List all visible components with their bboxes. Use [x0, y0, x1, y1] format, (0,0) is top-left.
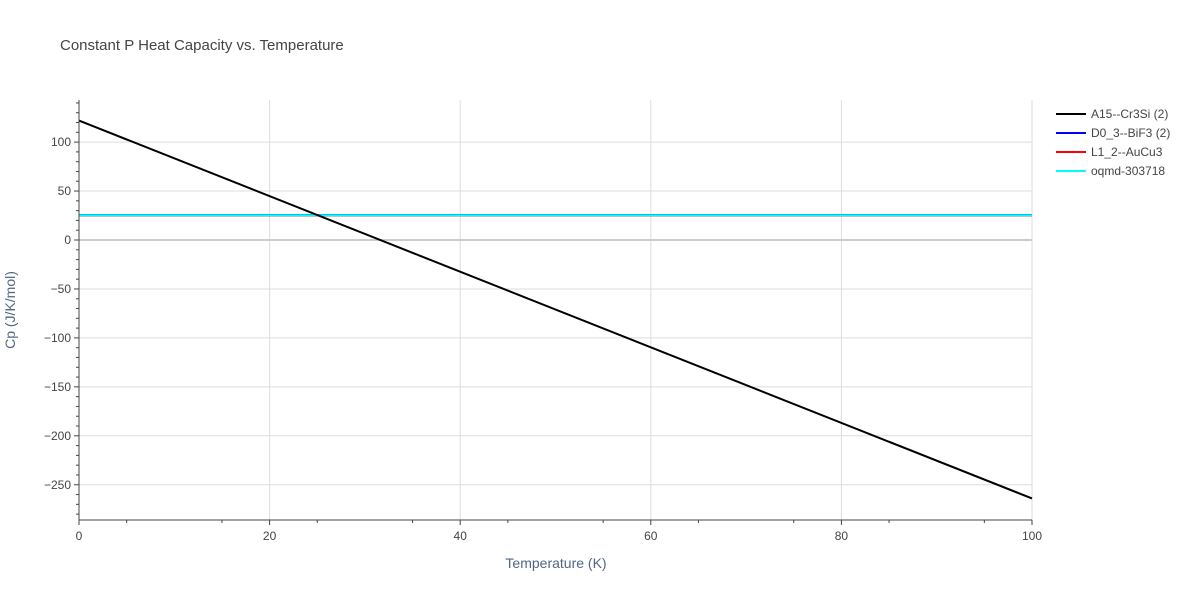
x-tick-label: 40: [454, 529, 468, 543]
legend: A15--Cr3Si (2) D0_3--BiF3 (2) L1_2--AuCu3o…: [1056, 107, 1170, 178]
series-layer: [78, 119, 1033, 500]
y-tick-label: −100: [44, 331, 71, 345]
legend-item[interactable]: oqmd-303718: [1056, 164, 1165, 178]
legend-item[interactable]: A15--Cr3Si (2): [1056, 107, 1168, 121]
legend-label: L1_2--AuCu3: [1091, 145, 1163, 159]
x-tick-label: 100: [1022, 529, 1042, 543]
x-tick-label: 60: [644, 529, 658, 543]
y-tick-label: 0: [64, 233, 71, 247]
y-tick-label: 50: [58, 184, 72, 198]
y-tick-label: −50: [51, 282, 72, 296]
series-line-0: [78, 119, 1033, 500]
y-tick-label: −150: [44, 380, 71, 394]
x-tick-label: 20: [263, 529, 277, 543]
legend-item[interactable]: L1_2--AuCu3: [1056, 145, 1163, 159]
axes: 0 20 40 60 80 100 100 50 0 −50 −100 −150 −200 −250: [44, 100, 1042, 543]
y-tick-label: 100: [51, 135, 71, 149]
legend-label: oqmd-303718: [1091, 164, 1165, 178]
legend-label: A15--Cr3Si (2): [1091, 107, 1168, 121]
legend-label: D0_3--BiF3 (2): [1091, 126, 1170, 140]
x-tick-label: 0: [76, 529, 83, 543]
y-tick-label: −250: [44, 478, 71, 492]
y-axis-title: Cp (J/K/mol): [2, 271, 18, 349]
grid: [79, 100, 1033, 520]
y-tick-label: −200: [44, 429, 71, 443]
x-axis-title: Temperature (K): [505, 555, 606, 571]
x-tick-label: 80: [835, 529, 849, 543]
chart-title: Constant P Heat Capacity vs. Temperature: [60, 37, 344, 54]
legend-item[interactable]: D0_3--BiF3 (2): [1056, 126, 1170, 140]
